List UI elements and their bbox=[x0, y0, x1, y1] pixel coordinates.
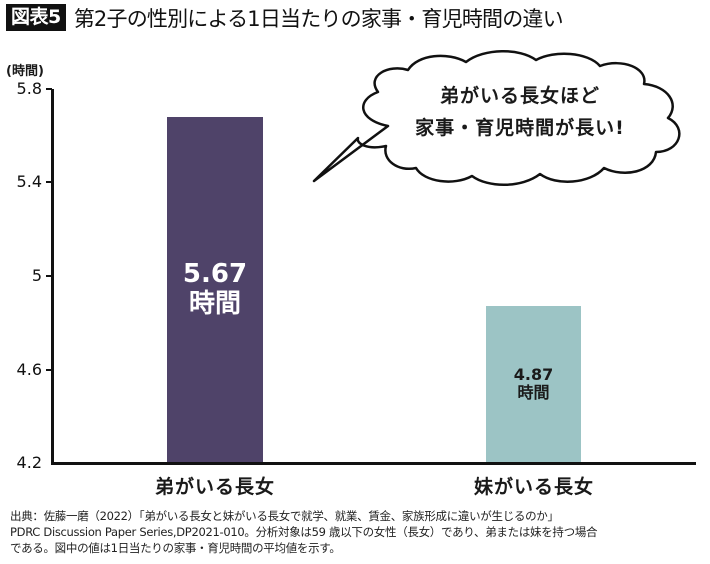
y-tick-label: 4.2 bbox=[16, 453, 42, 472]
y-axis bbox=[51, 89, 54, 464]
x-axis bbox=[51, 462, 696, 465]
source-note: 出典：佐藤一磨（2022）「弟がいる長女と妹がいる長女で就学、就業、賃金、家族形… bbox=[10, 508, 710, 556]
callout-text: 弟がいる長女ほど 家事・育児時間が長い! bbox=[360, 80, 680, 144]
callout-line-2: 家事・育児時間が長い! bbox=[415, 117, 625, 139]
y-tick bbox=[46, 88, 52, 90]
y-tick-label: 5 bbox=[31, 266, 42, 285]
y-axis-unit-label: (時間) bbox=[6, 64, 44, 79]
y-tick bbox=[46, 181, 52, 183]
bar-value-label: 4.87 bbox=[513, 364, 554, 384]
y-tick-label: 5.8 bbox=[16, 79, 42, 98]
source-line-1: 出典：佐藤一磨（2022）「弟がいる長女と妹がいる長女で就学、就業、賃金、家族形… bbox=[10, 509, 559, 523]
callout-line-1: 弟がいる長女ほど bbox=[439, 85, 600, 107]
y-tick-label: 4.6 bbox=[16, 360, 42, 379]
chart-title-row: 図表5 第2子の性別による1日当たりの家事・育児時間の違い bbox=[6, 4, 564, 31]
y-tick-label: 5.4 bbox=[16, 172, 42, 191]
source-line-3: である。図中の値は1日当たりの家事・育児時間の平均値を示す。 bbox=[10, 541, 341, 555]
speech-bubble-icon bbox=[312, 50, 681, 186]
y-tick bbox=[46, 275, 52, 277]
bar-value-unit: 時間 bbox=[517, 383, 550, 402]
chart-title: 第2子の性別による1日当たりの家事・育児時間の違い bbox=[73, 6, 564, 31]
y-tick bbox=[46, 369, 52, 371]
x-category-label: 妹がいる長女 bbox=[473, 476, 594, 498]
source-line-2: PDRC Discussion Paper Series,DP2021-010。… bbox=[10, 525, 598, 539]
bar-value-unit: 時間 bbox=[188, 288, 241, 319]
bar-value-label: 5.67 bbox=[182, 258, 248, 289]
bar-older-sister-with-sister: 4.87 時間 bbox=[486, 306, 581, 462]
x-category-label: 弟がいる長女 bbox=[154, 476, 275, 498]
figure-number-badge: 図表5 bbox=[6, 4, 66, 31]
bar-older-sister-with-brother: 5.67 時間 bbox=[167, 117, 263, 462]
